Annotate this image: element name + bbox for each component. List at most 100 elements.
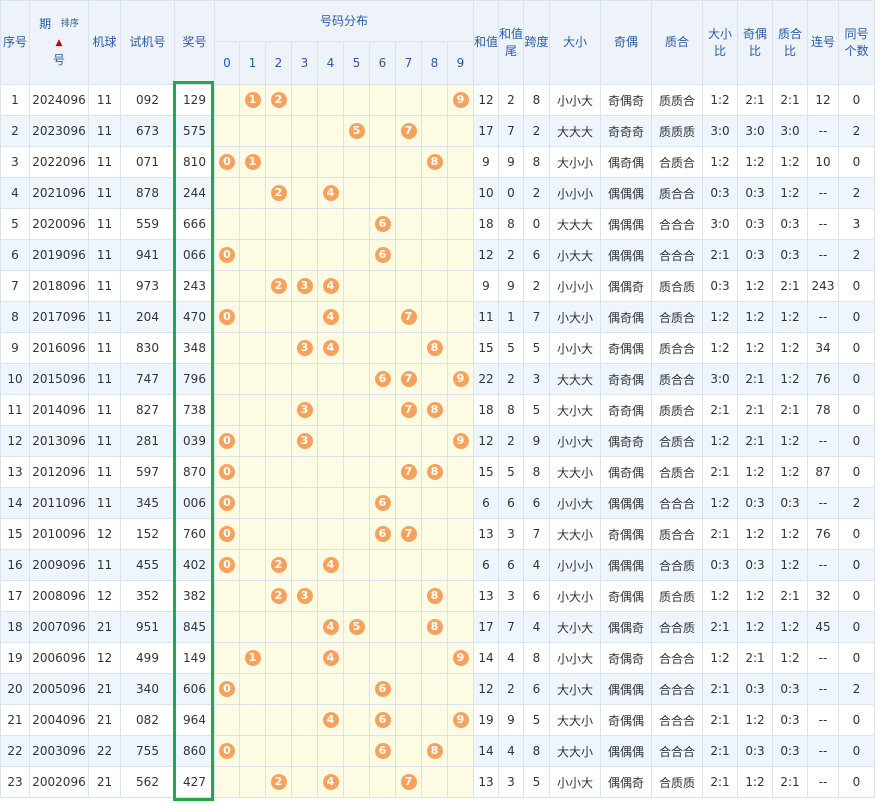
cell-dist: 9 <box>447 363 474 395</box>
cell-sum-tail: 8 <box>498 394 524 426</box>
cell-sum: 13 <box>473 580 499 612</box>
cell-sum-tail: 5 <box>498 456 524 488</box>
header-digit: 0 <box>214 41 240 85</box>
cell-prize: 760 <box>174 518 215 550</box>
cell-dist <box>447 115 474 147</box>
cell-bs-ratio: 3:0 <box>702 363 738 395</box>
cell-trial: 152 <box>120 518 175 550</box>
cell-dist <box>421 84 448 116</box>
cell-consec: -- <box>807 208 839 240</box>
cell-dist <box>395 487 422 519</box>
cell-same: 0 <box>838 146 875 178</box>
cell-odd-even: 偶偶偶 <box>600 735 652 767</box>
cell-trial: 827 <box>120 394 175 426</box>
cell-dist <box>343 301 370 333</box>
cell-same: 0 <box>838 394 875 426</box>
header-oe-ratio: 奇偶比 <box>737 0 773 85</box>
cell-pc-ratio: 1:2 <box>772 642 808 674</box>
cell-odd-even: 偶偶偶 <box>600 673 652 705</box>
cell-oe-ratio: 1:2 <box>737 146 773 178</box>
cell-oe-ratio: 1:2 <box>737 611 773 643</box>
sort-link[interactable]: 排序 <box>60 19 79 29</box>
cell-big-small: 大大小 <box>549 735 601 767</box>
cell-odd-even: 偶奇偶 <box>600 146 652 178</box>
digit-ball: 7 <box>400 123 417 139</box>
cell-oe-ratio: 1:2 <box>737 580 773 612</box>
digit-ball: 5 <box>348 123 365 139</box>
cell-oe-ratio: 0:3 <box>737 549 773 581</box>
cell-period: 2009096 <box>29 549 89 581</box>
cell-period: 2014096 <box>29 394 89 426</box>
cell-dist: 6 <box>369 363 396 395</box>
cell-dist <box>291 487 318 519</box>
cell-dist <box>214 611 240 643</box>
cell-pc-ratio: 1:2 <box>772 456 808 488</box>
table-row: 21 2004096 21 082 964 4 6 9 19 9 5 大大小 奇偶偶 合合合 2:1 1:2 0… <box>0 704 875 736</box>
cell-sum-tail: 8 <box>498 208 524 240</box>
cell-period: 2016096 <box>29 332 89 364</box>
digit-ball: 1 <box>244 650 261 666</box>
cell-dist <box>317 84 344 116</box>
cell-dist <box>421 487 448 519</box>
header-distribution: 号码分布 <box>214 0 474 42</box>
cell-dist: 6 <box>369 704 396 736</box>
cell-prize: 796 <box>174 363 215 395</box>
digit-ball: 7 <box>400 371 417 387</box>
cell-bs-ratio: 0:3 <box>702 270 738 302</box>
cell-dist <box>343 580 370 612</box>
cell-dist <box>317 115 344 147</box>
cell-dist <box>343 456 370 488</box>
cell-same: 0 <box>838 766 875 798</box>
cell-seq: 11 <box>0 394 30 426</box>
cell-prize: 006 <box>174 487 215 519</box>
cell-trial: 673 <box>120 115 175 147</box>
header-machine: 机球 <box>88 0 121 85</box>
cell-dist <box>214 704 240 736</box>
cell-prime: 合合合 <box>651 704 703 736</box>
cell-dist <box>291 456 318 488</box>
header-pc-ratio: 质合比 <box>772 0 808 85</box>
cell-same: 2 <box>838 487 875 519</box>
cell-sum-tail: 2 <box>498 673 524 705</box>
cell-trial: 559 <box>120 208 175 240</box>
cell-odd-even: 偶偶偶 <box>600 549 652 581</box>
cell-sum-tail: 3 <box>498 580 524 612</box>
digit-ball: 8 <box>426 402 443 418</box>
digit-ball: 1 <box>244 92 261 108</box>
cell-dist <box>447 735 474 767</box>
cell-big-small: 小小小 <box>549 177 601 209</box>
cell-dist: 3 <box>291 394 318 426</box>
digit-ball: 4 <box>322 712 339 728</box>
cell-dist <box>395 642 422 674</box>
cell-big-small: 小小大 <box>549 425 601 457</box>
cell-same: 0 <box>838 84 875 116</box>
cell-seq: 10 <box>0 363 30 395</box>
cell-bs-ratio: 1:2 <box>702 580 738 612</box>
sort-up-icon[interactable]: ▲ <box>55 38 63 48</box>
cell-sum-tail: 5 <box>498 332 524 364</box>
cell-big-small: 大大大 <box>549 208 601 240</box>
cell-dist <box>369 425 396 457</box>
cell-dist <box>447 177 474 209</box>
cell-dist <box>343 704 370 736</box>
cell-dist <box>239 611 266 643</box>
cell-dist <box>214 580 240 612</box>
cell-seq: 13 <box>0 456 30 488</box>
cell-dist <box>343 239 370 271</box>
cell-span: 4 <box>523 549 550 581</box>
cell-sum-tail: 3 <box>498 766 524 798</box>
cell-dist: 7 <box>395 394 422 426</box>
cell-dist: 4 <box>317 611 344 643</box>
cell-dist: 7 <box>395 363 422 395</box>
cell-seq: 6 <box>0 239 30 271</box>
cell-dist <box>369 394 396 426</box>
header-big-small: 大小 <box>549 0 601 85</box>
cell-dist <box>239 301 266 333</box>
cell-dist <box>265 146 292 178</box>
digit-ball: 7 <box>400 526 417 542</box>
cell-oe-ratio: 0:3 <box>737 673 773 705</box>
cell-dist <box>239 766 266 798</box>
cell-dist <box>395 208 422 240</box>
cell-sum-tail: 6 <box>498 487 524 519</box>
